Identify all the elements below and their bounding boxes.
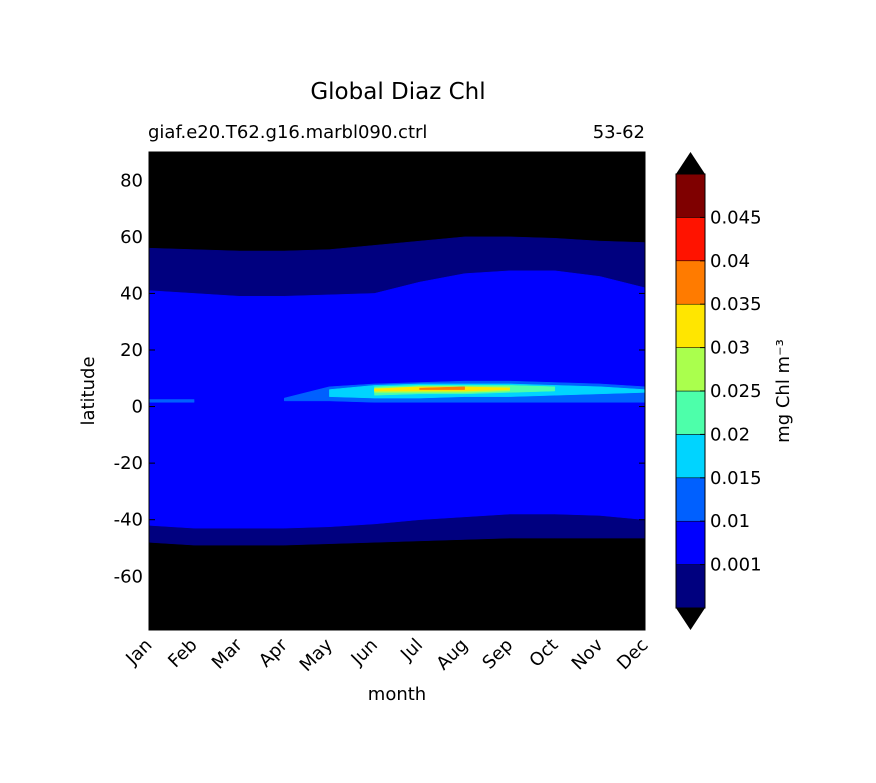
- colorbar-segment: [675, 173, 706, 218]
- y-axis-label: latitude: [78, 356, 99, 425]
- y-tick-label: 40: [120, 283, 143, 304]
- colorbar-tick-label: 0.02: [710, 424, 750, 445]
- colorbar-segment: [675, 434, 706, 479]
- plot-frame: [148, 151, 646, 631]
- colorbar-segment: [675, 303, 706, 348]
- y-tick-label: 80: [120, 170, 143, 191]
- y-tick-label: -40: [114, 510, 143, 531]
- x-tick-label: Sep: [478, 635, 517, 674]
- colorbar-segment: [675, 564, 706, 609]
- subtitle-left: giaf.e20.T62.g16.marbl090.ctrl: [148, 122, 427, 143]
- colorbar-segment: [675, 520, 706, 565]
- colorbar-tick-label: 0.04: [710, 251, 750, 272]
- colorbar-segment: [675, 477, 706, 522]
- colorbar-tick-label: 0.045: [710, 207, 762, 228]
- colorbar-tick-label: 0.01: [710, 511, 750, 532]
- x-tick-label: Jan: [121, 635, 156, 670]
- colorbar-tick-label: 0.035: [710, 294, 762, 315]
- colorbar-extend: [676, 152, 705, 174]
- x-tick-label: Nov: [568, 634, 608, 674]
- x-tick-label: Apr: [255, 634, 292, 671]
- x-axis-label: month: [368, 684, 426, 705]
- x-tick-label: Dec: [613, 635, 652, 674]
- x-tick-label: Jul: [396, 635, 427, 666]
- colorbar-tick-label: 0.03: [710, 338, 750, 359]
- subtitle-right: 53-62: [593, 122, 645, 143]
- x-tick-label: Jun: [347, 635, 382, 670]
- colorbar-tick-label: 0.025: [710, 381, 762, 402]
- x-tick-label: Feb: [164, 635, 201, 672]
- colorbar-extend: [676, 608, 705, 630]
- x-tick-label: May: [296, 634, 337, 675]
- y-tick-label: 60: [120, 227, 143, 248]
- y-tick-label: -60: [114, 566, 143, 587]
- contour-region: [419, 386, 465, 390]
- x-tick-label: Oct: [525, 635, 562, 672]
- colorbar-segment: [675, 260, 706, 305]
- x-tick-label: Mar: [208, 634, 247, 673]
- colorbar-tick-label: 0.015: [710, 468, 762, 489]
- colorbar-segment: [675, 217, 706, 262]
- colorbar-tick-label: 0.001: [710, 555, 762, 576]
- colorbar-segment: [675, 347, 706, 392]
- colorbar-segment: [675, 390, 706, 435]
- contour-region: [148, 399, 195, 403]
- chart-title: Global Diaz Chl: [310, 79, 485, 105]
- y-tick-label: 0: [132, 397, 143, 418]
- y-tick-label: -20: [114, 453, 143, 474]
- colorbar-label: mg Chl m⁻³: [773, 339, 794, 443]
- x-tick-label: Aug: [432, 635, 472, 675]
- y-tick-label: 20: [120, 340, 143, 361]
